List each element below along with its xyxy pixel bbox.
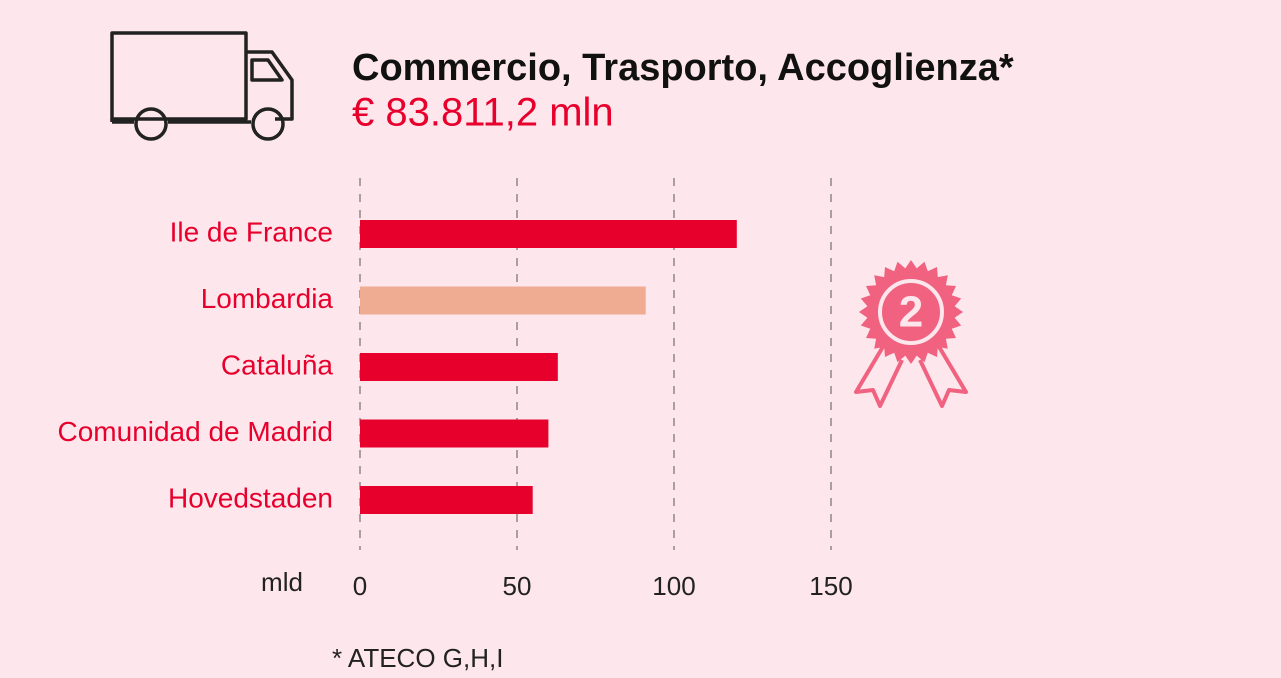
bar	[360, 353, 558, 381]
x-unit-label: mld	[261, 567, 303, 597]
category-label: Lombardia	[201, 283, 334, 314]
category-label: Hovedstaden	[168, 482, 333, 513]
bar	[360, 286, 646, 315]
chart-subtitle: € 83.811,2 mln	[352, 91, 614, 135]
badge-number: 2	[899, 288, 923, 337]
category-label: Cataluña	[221, 349, 334, 380]
bar	[360, 220, 737, 248]
x-tick-label: 150	[809, 571, 852, 601]
badge-rosette	[859, 260, 963, 364]
bar	[360, 419, 549, 448]
category-label: Ile de France	[170, 216, 333, 247]
truck-icon	[110, 31, 294, 141]
x-tick-label: 0	[353, 571, 367, 601]
badge: 2	[854, 260, 968, 408]
x-tick-label: 50	[503, 571, 532, 601]
bar	[360, 486, 533, 514]
footnote: * ATECO G,H,I	[332, 643, 503, 673]
chart-title: Commercio, Trasporto, Accoglienza*	[352, 47, 1014, 89]
category-label: Comunidad de Madrid	[58, 416, 334, 447]
x-tick-label: 100	[652, 571, 695, 601]
